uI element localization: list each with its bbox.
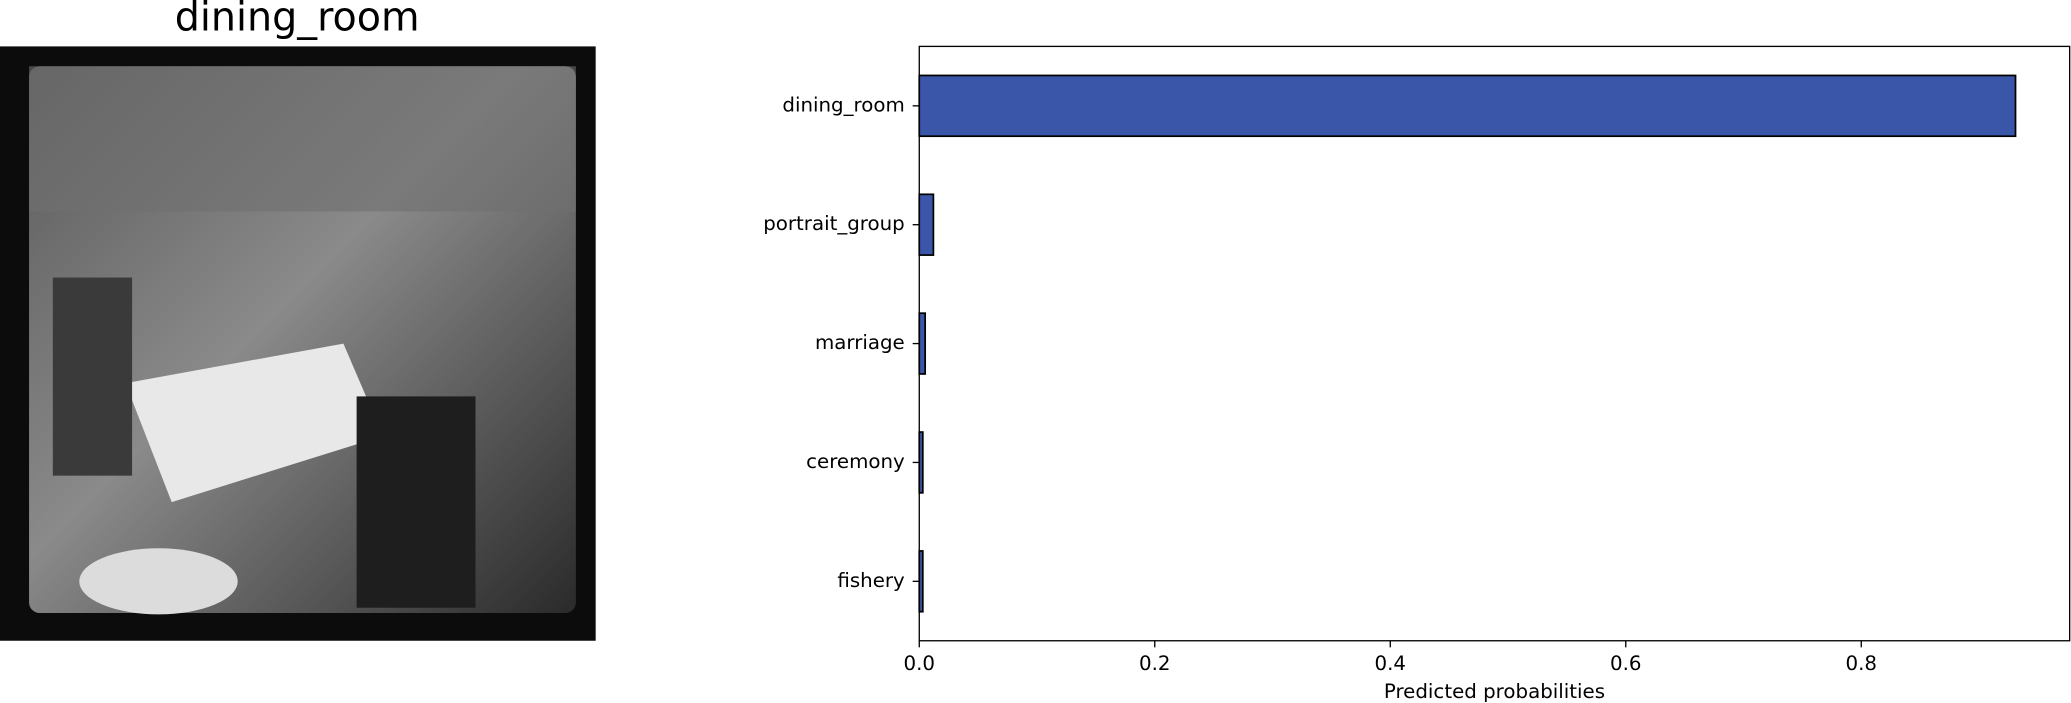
x-tick-label: 0.2 [1139,652,1170,675]
image-title: dining_room [175,0,420,40]
photo [0,46,596,641]
x-tick-label: 0.0 [904,652,935,675]
bar [918,74,2017,138]
y-tick-label: marriage [815,331,905,354]
y-tick-label: portrait_group [763,212,905,235]
x-tick-label: 0.4 [1375,652,1406,675]
y-tick-label: fishery [837,569,905,592]
axes-frame [918,45,2071,642]
bar [918,312,927,375]
x-axis-label: Predicted probabilities [1384,680,1605,703]
x-tick-label: 0.8 [1846,652,1877,675]
x-tick-label: 0.6 [1610,652,1641,675]
bar [918,193,935,256]
y-tick-label: ceremony [806,450,905,473]
y-tick-label: dining_room [782,93,904,116]
